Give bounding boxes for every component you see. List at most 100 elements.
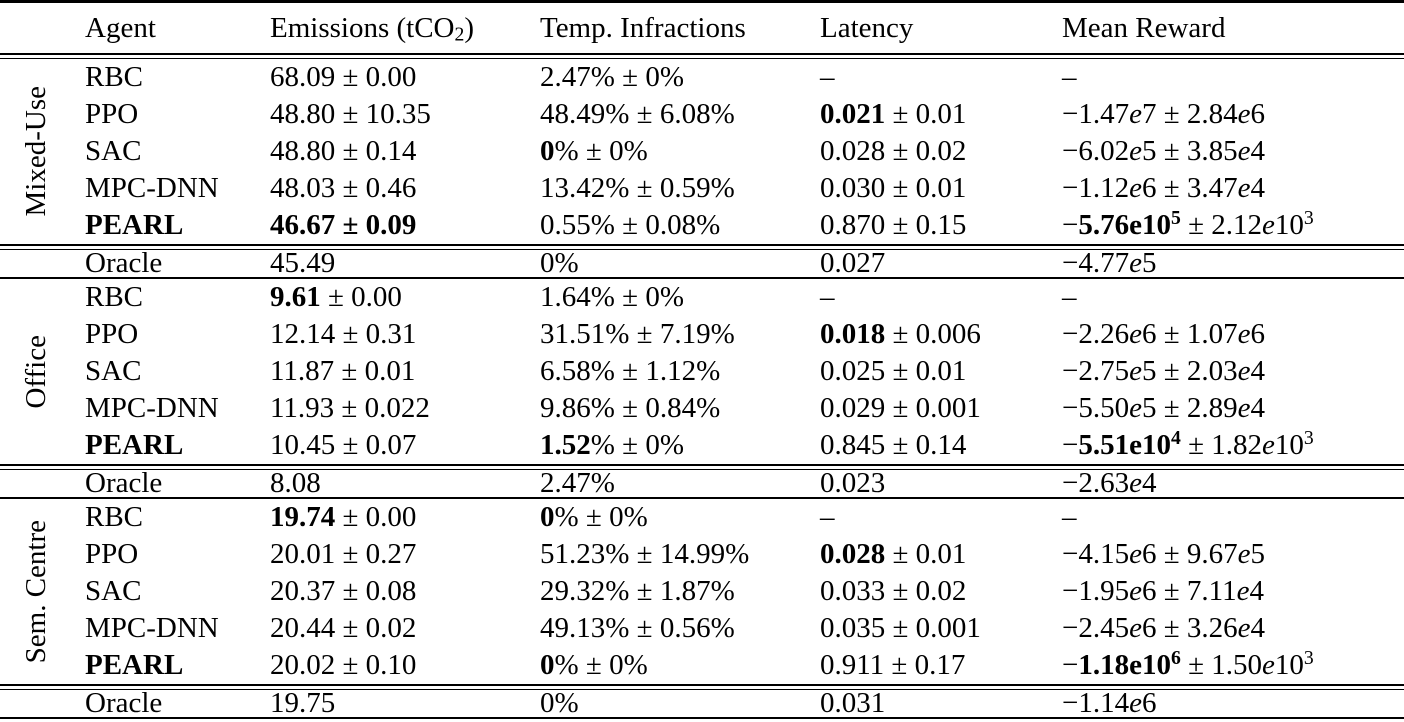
cell-emissions: 48.80 ± 0.14 (270, 137, 540, 166)
text-segment: 45.49 (270, 247, 336, 279)
cell-agent: Oracle (85, 689, 270, 718)
text-segment: 0 (540, 501, 555, 533)
cell-emissions: 8.08 (270, 469, 540, 498)
text-segment: 0.870 ± 0.15 (820, 209, 967, 241)
text-segment: 0.033 ± 0.02 (820, 575, 967, 607)
table-header-row: Agent Emissions (tCO2) Temp. Infractions… (0, 3, 1404, 53)
text-segment: 48.80 ± 10.35 (270, 98, 431, 130)
text-segment: 0.018 (820, 318, 886, 350)
text-segment: – (1062, 281, 1077, 313)
text-segment: 20.37 ± 0.08 (270, 575, 417, 607)
text-segment: 4 (1250, 135, 1266, 167)
text-segment: PEARL (85, 209, 184, 241)
cell-emissions: 10.45 ± 0.07 (270, 431, 540, 460)
text-segment: 13.42% ± 0.59% (540, 172, 735, 204)
text-segment: e (1129, 575, 1142, 607)
text-segment: 8.08 (270, 467, 321, 499)
cell-temp: 0% ± 0% (540, 503, 820, 532)
text-segment: 5 (1170, 207, 1181, 230)
text-segment: 6.58% ± 1.12% (540, 355, 721, 387)
cell-latency: 0.030 ± 0.01 (820, 174, 1062, 203)
cell-latency: – (820, 283, 1062, 312)
text-segment: ) (464, 11, 475, 44)
text-segment: Agent (85, 11, 156, 44)
cell-emissions: 20.02 ± 0.10 (270, 651, 540, 680)
col-header-latency: Latency (820, 13, 1062, 43)
col-header-temp-infractions: Temp. Infractions (540, 13, 820, 43)
text-segment: 46.67 ± 0.09 (270, 209, 417, 241)
text-segment: PEARL (85, 429, 184, 461)
text-segment: 0.021 (820, 98, 886, 130)
cell-agent: SAC (85, 357, 270, 386)
text-segment: 3 (1303, 427, 1314, 450)
text-segment: 4 (1249, 575, 1264, 607)
oracle-row: Oracle 19.75 0% 0.031 −1.14e6 (0, 687, 1404, 719)
text-segment: 1.52 (540, 429, 591, 461)
cell-temp: 0% (540, 249, 820, 278)
cell-temp: 0.55% ± 0.08% (540, 211, 820, 240)
text-segment: Oracle (85, 467, 163, 499)
cell-agent: PPO (85, 540, 270, 569)
cell-agent: MPC-DNN (85, 614, 270, 643)
cell-agent: PEARL (85, 431, 270, 460)
text-segment: – (1062, 61, 1077, 93)
table-row: RBC 68.09 ± 0.00 2.47% ± 0% – – (0, 59, 1404, 96)
text-segment: SAC (85, 575, 142, 607)
text-segment: MPC-DNN (85, 392, 219, 424)
text-segment: 6 (1170, 647, 1181, 670)
cell-latency: 0.025 ± 0.01 (820, 357, 1062, 386)
text-segment: −1.14 (1062, 687, 1130, 719)
text-segment: 29.32% ± 1.87% (540, 575, 735, 607)
text-segment: 0 (540, 649, 555, 681)
text-segment: 0 (540, 135, 555, 167)
text-segment: – (820, 61, 835, 93)
text-segment: 4 (1250, 172, 1266, 204)
cell-emissions: 20.44 ± 0.02 (270, 614, 540, 643)
cell-reward: – (1062, 283, 1404, 312)
text-segment: 11.93 ± 0.022 (270, 392, 430, 424)
cell-emissions: 45.49 (270, 249, 540, 278)
text-segment: 5.51e10 (1078, 429, 1171, 461)
text-segment: e (1237, 538, 1251, 570)
text-segment: −2.26 (1062, 318, 1130, 350)
cell-agent: MPC-DNN (85, 174, 270, 203)
table-row: PPO 20.01 ± 0.27 51.23% ± 14.99% 0.028 ± 0.… (0, 536, 1404, 573)
cell-temp: 51.23% ± 14.99% (540, 540, 820, 569)
text-segment: PPO (85, 98, 139, 130)
text-segment: − (1062, 209, 1079, 241)
cell-latency: 0.031 (820, 689, 1062, 718)
cell-temp: 2.47% (540, 469, 820, 498)
cell-emissions: 46.67 ± 0.09 (270, 211, 540, 240)
table-row: PPO 48.80 ± 10.35 48.49% ± 6.08% 0.021 ± 0.… (0, 96, 1404, 133)
table-row: PPO 12.14 ± 0.31 31.51% ± 7.19% 0.018 ± 0.0… (0, 316, 1404, 353)
text-segment: 5 ± 3.85 (1141, 135, 1238, 167)
text-segment: 9.86% ± 0.84% (540, 392, 721, 424)
cell-emissions: 20.37 ± 0.08 (270, 577, 540, 606)
text-segment: ± 2.12 (1180, 209, 1263, 241)
col-header-emissions: Emissions (tCO2) (270, 11, 540, 44)
text-segment: e (1129, 247, 1142, 279)
text-segment: 10 (1274, 209, 1304, 241)
text-segment: −4.77 (1062, 247, 1130, 279)
cell-reward: −5.51e104 ± 1.82e103 (1062, 428, 1404, 461)
oracle-row: Oracle 45.49 0% 0.027 −4.77e5 (0, 247, 1404, 279)
cell-agent: PEARL (85, 651, 270, 680)
table-row: MPC-DNN 11.93 ± 0.022 9.86% ± 0.84% 0.029 ±… (0, 390, 1404, 427)
cell-temp: 1.64% ± 0% (540, 283, 820, 312)
text-segment: e (1129, 172, 1142, 204)
text-segment: Emissions (tCO (270, 11, 455, 44)
text-segment: PEARL (85, 649, 184, 681)
cell-latency: – (820, 503, 1062, 532)
text-segment: MPC-DNN (85, 172, 219, 204)
text-segment: −4.15 (1062, 538, 1130, 570)
cell-emissions: 11.93 ± 0.022 (270, 394, 540, 423)
text-segment: e (1129, 318, 1142, 350)
text-segment: ± 1.50 (1180, 649, 1263, 681)
text-segment: Mean Reward (1062, 11, 1226, 44)
col-header-mean-reward: Mean Reward (1062, 11, 1404, 44)
text-segment: % ± 0% (554, 649, 648, 681)
section-sem-centre: Sem. Centre RBC 19.74 ± 0.00 0% ± 0% – – PPO 20… (0, 499, 1404, 684)
text-segment: 5 (1250, 538, 1266, 570)
cell-latency: 0.911 ± 0.17 (820, 651, 1062, 680)
